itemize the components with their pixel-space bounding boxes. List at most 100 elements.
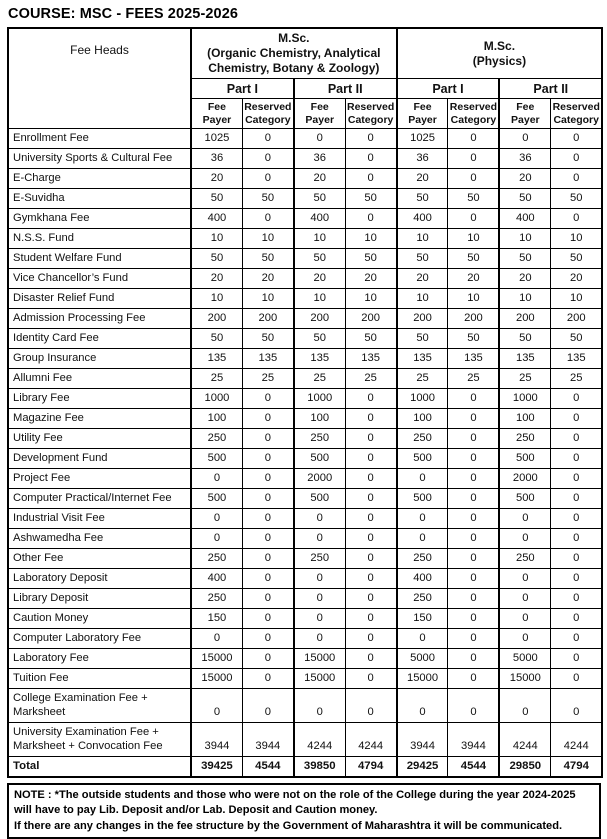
fee-value: 0: [190, 508, 243, 530]
table-row: Other Fee 250 0 250 0 250 0 250 0: [7, 548, 603, 570]
fee-value: 250: [396, 548, 449, 570]
fee-value: 50: [396, 188, 449, 210]
fee-value: 3944: [190, 722, 243, 758]
fee-value: 50: [344, 328, 398, 350]
fee-head-label: Group Insurance: [7, 348, 192, 370]
fee-value: 20: [396, 268, 449, 290]
fee-value: 50: [293, 248, 346, 270]
fee-value: 250: [190, 588, 243, 610]
fee-value: 0: [241, 628, 295, 650]
fee-value: 0: [344, 208, 398, 230]
fee-value: 200: [498, 308, 552, 330]
fee-value: 0: [344, 608, 398, 630]
fee-head-label: Student Welfare Fund: [7, 248, 192, 270]
fee-value: 4794: [550, 756, 603, 778]
fee-value: 20: [447, 268, 501, 290]
fee-value: 50: [241, 328, 295, 350]
fee-value: 10: [447, 228, 501, 250]
fee-value: 50: [344, 248, 398, 270]
fee-head-label: Computer Practical/Internet Fee: [7, 488, 192, 510]
fee-value: 10: [498, 288, 552, 310]
fee-head-label: Admission Processing Fee: [7, 308, 192, 330]
fee-value: 0: [190, 628, 243, 650]
fee-value: 0: [344, 688, 398, 724]
fee-value: 0: [241, 508, 295, 530]
fee-value: 250: [293, 428, 346, 450]
fee-value: 50: [293, 188, 346, 210]
group-title: M.Sc.: [278, 31, 310, 45]
fee-value: 0: [447, 588, 501, 610]
fee-head-label: Development Fund: [7, 448, 192, 470]
fee-head-label: N.S.S. Fund: [7, 228, 192, 250]
fee-value: 50: [447, 328, 501, 350]
fee-value: 100: [396, 408, 449, 430]
fee-value: 36: [293, 148, 346, 170]
fee-head-label: Allumni Fee: [7, 368, 192, 390]
table-row: Disaster Relief Fund 10 10 10 10 10 10 10 10: [7, 288, 603, 310]
fee-value: 4244: [498, 722, 552, 758]
fee-value: 0: [447, 428, 501, 450]
fee-value: 200: [447, 308, 501, 330]
sub-header-row: Fee Payer Reserved Category Fee Payer Re…: [8, 98, 603, 130]
fee-value: 0: [550, 688, 603, 724]
fee-head-label: Vice Chancellor’s Fund: [7, 268, 192, 290]
fee-value: 10: [550, 228, 603, 250]
fee-value: 0: [241, 528, 295, 550]
fee-value: 15000: [190, 648, 243, 670]
fee-value: 4544: [241, 756, 295, 778]
note-line-2: If there are any changes in the fee stru…: [14, 819, 563, 832]
total-label: Total: [7, 756, 192, 778]
fee-value: 3944: [241, 722, 295, 758]
fee-value: 0: [241, 128, 295, 150]
fee-value: 0: [550, 528, 603, 550]
fee-value: 500: [190, 448, 243, 470]
fee-value: 0: [241, 168, 295, 190]
table-row: Student Welfare Fund 50 50 50 50 50 50 50 50: [7, 248, 603, 270]
fee-value: 0: [344, 428, 398, 450]
fee-value: 2000: [498, 468, 552, 490]
fee-value: 0: [241, 588, 295, 610]
fee-value: 0: [396, 468, 449, 490]
table-row: Caution Money 150 0 0 0 150 0 0 0: [7, 608, 603, 630]
fee-value: 50: [498, 188, 552, 210]
fee-value: 0: [293, 628, 346, 650]
fee-value: 250: [498, 548, 552, 570]
fee-value: 0: [550, 648, 603, 670]
fee-head-label: E-Suvidha: [7, 188, 192, 210]
fee-value: 0: [344, 528, 398, 550]
table-row: E-Charge 20 0 20 0 20 0 20 0: [7, 168, 603, 190]
fee-value: 5000: [396, 648, 449, 670]
fee-value: 1000: [498, 388, 552, 410]
fee-value: 50: [190, 188, 243, 210]
table-row: Magazine Fee 100 0 100 0 100 0 100 0: [7, 408, 603, 430]
fee-value: 0: [550, 388, 603, 410]
sub-header-reserved-category: Reserved Category: [344, 98, 398, 130]
page-title: COURSE: MSC - FEES 2025-2026: [8, 6, 239, 22]
fee-head-label: Utility Fee: [7, 428, 192, 450]
fee-value: 1000: [396, 388, 449, 410]
group-title: M.Sc.: [483, 38, 516, 53]
table-row: Computer Laboratory Fee 0 0 0 0 0 0 0 0: [7, 628, 603, 650]
fee-value: 0: [498, 588, 552, 610]
fee-value: 0: [344, 388, 398, 410]
group-header-chemistry: M.Sc. (Organic Chemistry, Analytical Che…: [190, 27, 398, 80]
fee-value: 0: [396, 628, 449, 650]
fee-value: 0: [550, 608, 603, 630]
fee-value: 10: [241, 228, 295, 250]
table-row: Laboratory Deposit 400 0 0 0 400 0 0 0: [7, 568, 603, 590]
fee-value: 0: [447, 628, 501, 650]
fee-value: 0: [190, 528, 243, 550]
fee-value: 0: [241, 208, 295, 230]
fee-value: 0: [344, 448, 398, 470]
fee-value: 0: [498, 568, 552, 590]
fee-value: 0: [293, 528, 346, 550]
sub-header-fee-payer: Fee Payer: [190, 98, 243, 130]
fee-value: 500: [396, 488, 449, 510]
fee-value: 250: [293, 548, 346, 570]
fee-value: 20: [293, 268, 346, 290]
fee-value: 50: [190, 248, 243, 270]
fee-value: 0: [447, 148, 501, 170]
fee-value: 0: [550, 148, 603, 170]
table-row: Laboratory Fee 15000 0 15000 0 5000 0 5000 0: [7, 648, 603, 670]
fee-value: 0: [344, 648, 398, 670]
